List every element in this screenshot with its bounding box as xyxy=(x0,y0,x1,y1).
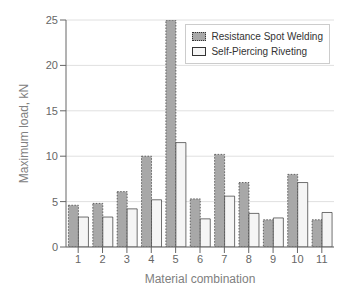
svg-text:5: 5 xyxy=(173,253,179,265)
svg-text:2: 2 xyxy=(99,253,105,265)
svg-text:7: 7 xyxy=(221,253,227,265)
svg-text:20: 20 xyxy=(46,59,58,71)
html-text:Resistance Spot Welding: Resistance Spot Welding xyxy=(211,31,323,42)
svg-text:0: 0 xyxy=(52,241,58,253)
svg-text:4: 4 xyxy=(148,253,154,265)
svg-text:15: 15 xyxy=(46,105,58,117)
svg-text:1: 1 xyxy=(75,253,81,265)
svg-text:Maximum load, kN: Maximum load, kN xyxy=(17,84,31,183)
svg-text:5: 5 xyxy=(52,196,58,208)
svg-text:9: 9 xyxy=(270,253,276,265)
svg-text:6: 6 xyxy=(197,253,203,265)
svg-text:25: 25 xyxy=(46,14,58,26)
svg-text:8: 8 xyxy=(246,253,252,265)
svg-text:10: 10 xyxy=(291,253,303,265)
svg-text:11: 11 xyxy=(316,253,327,265)
svg-text:Material combination: Material combination xyxy=(145,272,256,286)
svg-text:10: 10 xyxy=(46,150,58,162)
svg-text:3: 3 xyxy=(124,253,130,265)
html-text:Self-Piercing Riveting: Self-Piercing Riveting xyxy=(211,46,308,57)
